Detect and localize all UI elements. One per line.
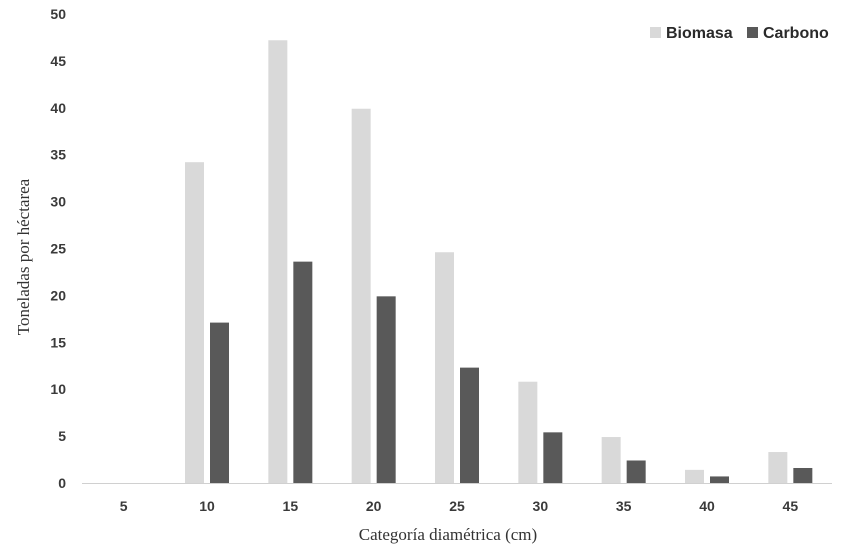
x-axis-ticks: 5 10 15 20 25 30 35 40 45 (120, 498, 799, 514)
y-axis-title: Toneladas por héctarea (14, 178, 33, 335)
x-tick-label: 25 (449, 498, 465, 514)
bar-carbono-25 (460, 367, 479, 483)
bar-biomasa-20 (351, 108, 371, 483)
y-tick-label: 40 (50, 100, 66, 116)
legend: Biomasa Carbono (650, 25, 829, 42)
y-tick-label: 0 (58, 475, 66, 491)
bar-carbono-30 (543, 432, 563, 483)
x-tick-label: 30 (533, 498, 549, 514)
y-tick-label: 30 (50, 194, 66, 210)
bar-carbono-20 (376, 296, 396, 483)
x-tick-label: 10 (199, 498, 215, 514)
x-tick-label: 35 (616, 498, 632, 514)
bar-carbono-40 (710, 476, 729, 483)
legend-swatch-biomasa (650, 27, 661, 38)
y-axis-ticks: 0 5 10 15 20 25 30 35 40 45 50 (50, 6, 66, 491)
bar-carbono-10 (210, 322, 229, 483)
x-tick-label: 20 (366, 498, 382, 514)
y-tick-label: 5 (58, 428, 66, 444)
x-tick-label: 15 (283, 498, 299, 514)
x-tick-label: 40 (699, 498, 715, 514)
x-tick-label: 45 (783, 498, 799, 514)
bar-carbono-45 (793, 467, 813, 483)
bars-group (185, 40, 813, 484)
legend-label-carbono: Carbono (763, 25, 829, 42)
y-tick-label: 50 (50, 6, 66, 22)
x-axis-title: Categoría diamétrica (cm) (359, 525, 537, 544)
bar-biomasa-10 (185, 162, 204, 484)
bar-biomasa-25 (435, 252, 454, 483)
y-tick-label: 20 (50, 287, 66, 303)
x-tick-label: 5 (120, 498, 128, 514)
bar-biomasa-45 (768, 452, 788, 483)
bar-biomasa-30 (518, 381, 538, 483)
bar-biomasa-15 (268, 40, 288, 483)
legend-swatch-carbono (747, 27, 758, 38)
bar-biomasa-35 (601, 437, 621, 483)
y-tick-label: 10 (50, 381, 66, 397)
y-tick-label: 15 (50, 334, 66, 350)
y-tick-label: 45 (50, 53, 66, 69)
y-tick-label: 35 (50, 147, 66, 163)
legend-label-biomasa: Biomasa (666, 25, 733, 42)
bar-biomasa-40 (685, 469, 704, 483)
bar-carbono-35 (626, 460, 646, 483)
bar-carbono-15 (293, 261, 313, 483)
y-tick-label: 25 (50, 241, 66, 257)
